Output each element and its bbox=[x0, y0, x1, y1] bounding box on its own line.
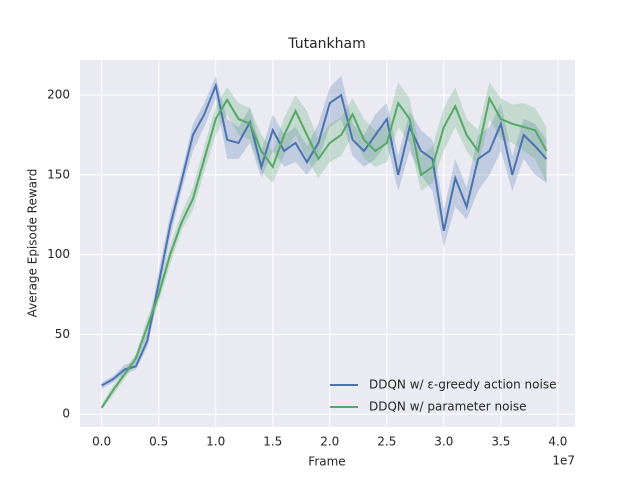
x-tick-label: 2.0 bbox=[320, 435, 339, 449]
x-tick-label: 3.0 bbox=[434, 435, 453, 449]
y-tick-label: 100 bbox=[47, 247, 70, 261]
x-tick-label: 3.5 bbox=[491, 435, 510, 449]
legend-label: DDQN w/ parameter noise bbox=[369, 400, 526, 414]
plot-area bbox=[80, 60, 575, 427]
x-offset-label: 1e7 bbox=[552, 454, 575, 468]
x-axis-label: Frame bbox=[308, 455, 345, 469]
error-band bbox=[101, 82, 547, 410]
y-tick-label: 150 bbox=[47, 167, 70, 181]
x-tick-label: 1.0 bbox=[206, 435, 225, 449]
x-tick-label: 1.5 bbox=[263, 435, 282, 449]
y-tick-label: 200 bbox=[47, 88, 70, 102]
line bbox=[100, 95, 548, 409]
legend-label: DDQN w/ ε-greedy action noise bbox=[369, 378, 556, 392]
line bbox=[101, 82, 548, 387]
legend: DDQN w/ ε-greedy action noise DDQN w/ par… bbox=[330, 378, 556, 414]
y-axis-label: Average Episode Reward bbox=[26, 169, 40, 318]
x-tick-label: 4.0 bbox=[548, 435, 567, 449]
error-band bbox=[101, 75, 547, 389]
x-tick-label: 0.0 bbox=[92, 435, 111, 449]
x-tick-label: 0.5 bbox=[149, 435, 168, 449]
marks bbox=[100, 75, 548, 410]
x-tick-label: 2.5 bbox=[377, 435, 396, 449]
y-tick-label: 50 bbox=[55, 327, 70, 341]
chart-title: Tutankham bbox=[287, 36, 365, 52]
y-tick-label: 0 bbox=[62, 407, 70, 421]
